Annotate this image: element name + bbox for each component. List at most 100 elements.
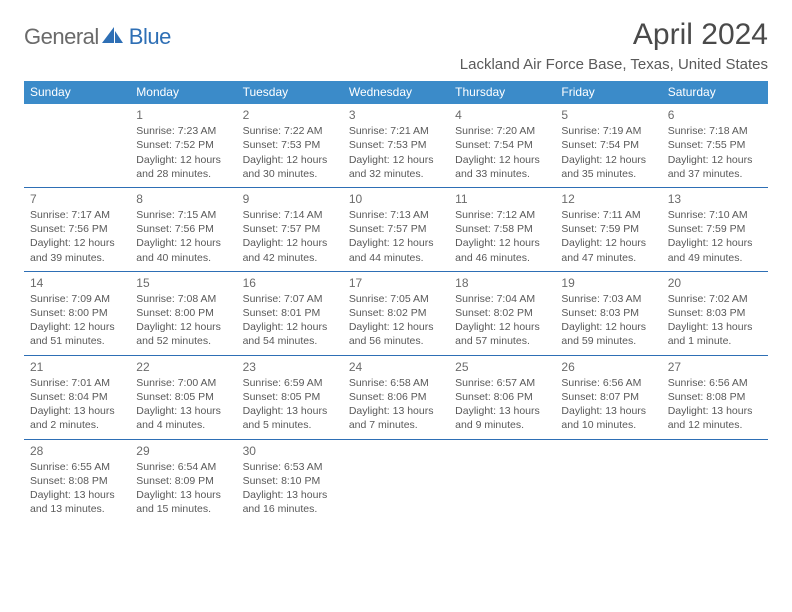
sunrise-text: Sunrise: 7:02 AM [668, 292, 762, 306]
day-number: 29 [136, 443, 230, 459]
sunrise-text: Sunrise: 6:57 AM [455, 376, 549, 390]
daylight-text-2: and 46 minutes. [455, 251, 549, 265]
calendar-cell: 12Sunrise: 7:11 AMSunset: 7:59 PMDayligh… [555, 188, 661, 271]
sunset-text: Sunset: 7:59 PM [668, 222, 762, 236]
calendar-cell: 20Sunrise: 7:02 AMSunset: 8:03 PMDayligh… [662, 272, 768, 355]
sunset-text: Sunset: 8:08 PM [30, 474, 124, 488]
daylight-text-1: Daylight: 12 hours [561, 153, 655, 167]
daylight-text-1: Daylight: 12 hours [30, 236, 124, 250]
sunrise-text: Sunrise: 6:58 AM [349, 376, 443, 390]
daylight-text-1: Daylight: 13 hours [136, 488, 230, 502]
daylight-text-1: Daylight: 13 hours [30, 488, 124, 502]
daylight-text-2: and 4 minutes. [136, 418, 230, 432]
calendar-cell: 16Sunrise: 7:07 AMSunset: 8:01 PMDayligh… [237, 272, 343, 355]
sunrise-text: Sunrise: 7:12 AM [455, 208, 549, 222]
daylight-text-1: Daylight: 13 hours [455, 404, 549, 418]
daylight-text-2: and 32 minutes. [349, 167, 443, 181]
sunset-text: Sunset: 8:06 PM [455, 390, 549, 404]
day-number: 4 [455, 107, 549, 123]
daylight-text-1: Daylight: 13 hours [136, 404, 230, 418]
daylight-text-2: and 16 minutes. [243, 502, 337, 516]
sunset-text: Sunset: 8:09 PM [136, 474, 230, 488]
daylight-text-1: Daylight: 12 hours [243, 153, 337, 167]
day-number: 25 [455, 359, 549, 375]
sunrise-text: Sunrise: 7:18 AM [668, 124, 762, 138]
daylight-text-1: Daylight: 12 hours [349, 153, 443, 167]
day-number: 17 [349, 275, 443, 291]
daylight-text-2: and 5 minutes. [243, 418, 337, 432]
day-number: 16 [243, 275, 337, 291]
calendar-cell [662, 440, 768, 523]
sunset-text: Sunset: 7:56 PM [30, 222, 124, 236]
daylight-text-2: and 30 minutes. [243, 167, 337, 181]
calendar-cell: 30Sunrise: 6:53 AMSunset: 8:10 PMDayligh… [237, 440, 343, 523]
sunrise-text: Sunrise: 7:13 AM [349, 208, 443, 222]
daylight-text-2: and 52 minutes. [136, 334, 230, 348]
daylight-text-1: Daylight: 12 hours [455, 153, 549, 167]
calendar: Sunday Monday Tuesday Wednesday Thursday… [24, 81, 768, 522]
day-number: 15 [136, 275, 230, 291]
daylight-text-2: and 12 minutes. [668, 418, 762, 432]
day-number: 18 [455, 275, 549, 291]
daylight-text-2: and 9 minutes. [455, 418, 549, 432]
header: General Blue April 2024 Lackland Air For… [24, 18, 768, 73]
daylight-text-1: Daylight: 12 hours [30, 320, 124, 334]
daylight-text-1: Daylight: 13 hours [349, 404, 443, 418]
day-number: 1 [136, 107, 230, 123]
sunset-text: Sunset: 8:10 PM [243, 474, 337, 488]
sunrise-text: Sunrise: 6:54 AM [136, 460, 230, 474]
calendar-cell: 21Sunrise: 7:01 AMSunset: 8:04 PMDayligh… [24, 356, 130, 439]
calendar-cell: 13Sunrise: 7:10 AMSunset: 7:59 PMDayligh… [662, 188, 768, 271]
day-number: 7 [30, 191, 124, 207]
daylight-text-1: Daylight: 12 hours [668, 153, 762, 167]
calendar-cell: 18Sunrise: 7:04 AMSunset: 8:02 PMDayligh… [449, 272, 555, 355]
day-number: 3 [349, 107, 443, 123]
logo-text-blue: Blue [129, 24, 171, 50]
location-text: Lackland Air Force Base, Texas, United S… [460, 56, 768, 73]
day-number: 5 [561, 107, 655, 123]
day-number: 26 [561, 359, 655, 375]
sunset-text: Sunset: 7:54 PM [455, 138, 549, 152]
calendar-cell: 4Sunrise: 7:20 AMSunset: 7:54 PMDaylight… [449, 104, 555, 187]
week-row: 1Sunrise: 7:23 AMSunset: 7:52 PM Daylight… [24, 104, 768, 188]
daylight-text-1: Daylight: 12 hours [561, 236, 655, 250]
sunset-text: Sunset: 7:52 PM [136, 138, 230, 152]
sunrise-text: Sunrise: 7:09 AM [30, 292, 124, 306]
daylight-text-1: Daylight: 12 hours [243, 320, 337, 334]
daylight-text-2: and 47 minutes. [561, 251, 655, 265]
calendar-cell: 27Sunrise: 6:56 AMSunset: 8:08 PMDayligh… [662, 356, 768, 439]
daylight-text-1: Daylight: 13 hours [243, 488, 337, 502]
daylight-text-2: and 51 minutes. [30, 334, 124, 348]
daylight-text-1: Daylight: 13 hours [668, 320, 762, 334]
sunset-text: Sunset: 8:00 PM [30, 306, 124, 320]
sunrise-text: Sunrise: 7:03 AM [561, 292, 655, 306]
calendar-cell: 11Sunrise: 7:12 AMSunset: 7:58 PMDayligh… [449, 188, 555, 271]
daylight-text-2: and 37 minutes. [668, 167, 762, 181]
day-header-thu: Thursday [449, 81, 555, 104]
day-number: 30 [243, 443, 337, 459]
week-row: 28Sunrise: 6:55 AMSunset: 8:08 PMDayligh… [24, 440, 768, 523]
daylight-text-1: Daylight: 12 hours [136, 236, 230, 250]
calendar-cell: 17Sunrise: 7:05 AMSunset: 8:02 PMDayligh… [343, 272, 449, 355]
sunset-text: Sunset: 8:02 PM [455, 306, 549, 320]
calendar-cell: 25Sunrise: 6:57 AMSunset: 8:06 PMDayligh… [449, 356, 555, 439]
sunset-text: Sunset: 7:55 PM [668, 138, 762, 152]
day-header-fri: Friday [555, 81, 661, 104]
sunrise-text: Sunrise: 7:23 AM [136, 124, 230, 138]
sunset-text: Sunset: 7:53 PM [243, 138, 337, 152]
daylight-text-2: and 7 minutes. [349, 418, 443, 432]
sunset-text: Sunset: 8:08 PM [668, 390, 762, 404]
day-number: 23 [243, 359, 337, 375]
day-number: 11 [455, 191, 549, 207]
day-number: 8 [136, 191, 230, 207]
daylight-text-1: Daylight: 12 hours [561, 320, 655, 334]
daylight-text-2: and 1 minute. [668, 334, 762, 348]
daylight-text-2: and 49 minutes. [668, 251, 762, 265]
calendar-cell: 15Sunrise: 7:08 AMSunset: 8:00 PMDayligh… [130, 272, 236, 355]
logo-text-general: General [24, 24, 99, 50]
daylight-text-2: and 56 minutes. [349, 334, 443, 348]
day-header-sun: Sunday [24, 81, 130, 104]
sunrise-text: Sunrise: 7:19 AM [561, 124, 655, 138]
logo-sail-icon [101, 25, 127, 50]
day-number: 6 [668, 107, 762, 123]
